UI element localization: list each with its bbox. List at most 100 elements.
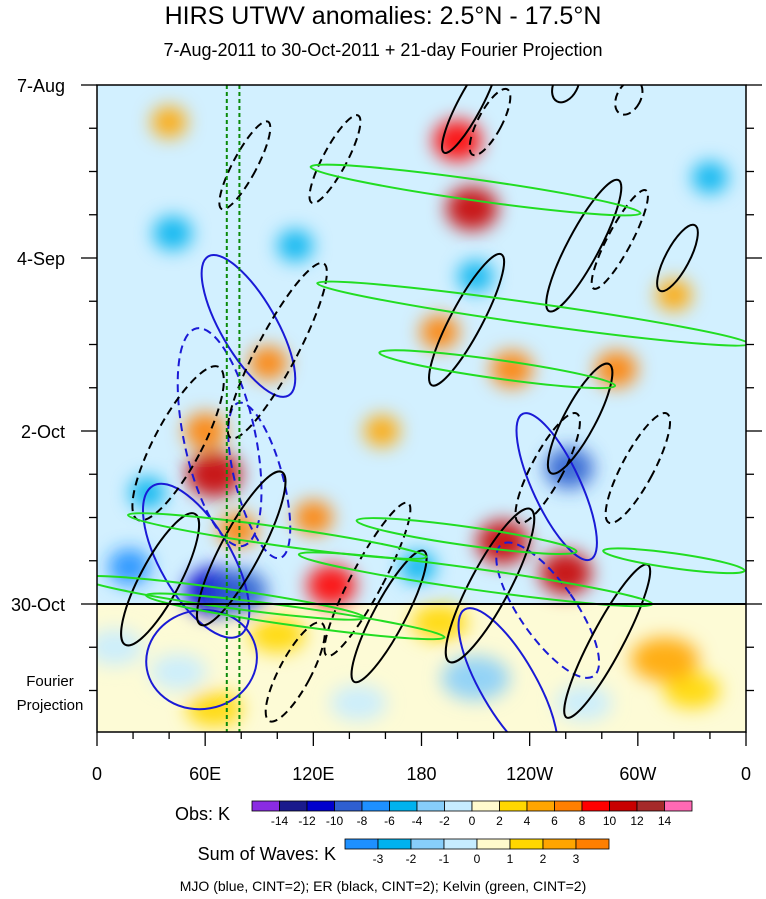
anomaly-blob [663, 672, 720, 709]
x-tick-label: 120E [292, 764, 334, 784]
obs-colorbar-tick-label: -10 [326, 814, 344, 828]
waves-colorbar-tick-label: 2 [540, 852, 547, 866]
er-contour [604, 412, 672, 525]
obs-colorbar-swatch [251, 800, 280, 812]
er-contour [545, 178, 623, 313]
x-tick-label: 0 [741, 764, 751, 784]
waves-colorbar-tick-label: -3 [373, 852, 384, 866]
footer-legend-note: MJO (blue, CINT=2); ER (black, CINT=2); … [179, 878, 587, 894]
obs-colorbar-swatch [609, 800, 638, 812]
obs-colorbar-swatch [416, 800, 445, 812]
anomaly-blob [186, 691, 243, 728]
anomaly-blob [129, 476, 166, 509]
kelvin-contour [378, 349, 617, 390]
er-contour [614, 85, 644, 116]
obs-colorbar-swatch [279, 800, 308, 812]
anomaly-blob [419, 314, 460, 350]
er-contour [226, 261, 328, 440]
waves-colorbar-swatch [575, 838, 610, 850]
waves-colorbar-swatch [476, 838, 511, 850]
anomaly-blob [150, 653, 207, 690]
mjo-contour [515, 412, 598, 562]
anomaly-blob [655, 279, 692, 312]
anomaly-blob [691, 161, 728, 194]
chart-title: HIRS UTWV anomalies: 2.5°N - 17.5°N [164, 2, 602, 30]
waves-colorbar-swatch [344, 838, 379, 850]
anomaly-blob [183, 412, 227, 450]
obs-colorbar-swatch [499, 800, 528, 812]
er-contour [546, 362, 614, 475]
obs-colorbar-swatch [581, 800, 610, 812]
waves-colorbar-tick-label: -2 [406, 852, 417, 866]
obs-colorbar-tick-label: 4 [524, 814, 531, 828]
obs-colorbar-tick-label: 14 [658, 814, 672, 828]
mjo-contour [176, 327, 263, 548]
waves-colorbar-tick-label: -1 [439, 852, 450, 866]
obs-colorbar-swatch [361, 800, 390, 812]
obs-colorbar-swatch [389, 800, 418, 812]
obs-colorbar-tick-label: 2 [496, 814, 503, 828]
anomaly-blob [476, 520, 529, 565]
x-tick-label: 0 [92, 764, 102, 784]
chart-subtitle: 7-Aug-2011 to 30-Oct-2011 + 21-day Fouri… [163, 40, 603, 60]
obs-colorbar-tick-label: 0 [469, 814, 476, 828]
er-contour [264, 621, 326, 723]
waves-colorbar-swatch [443, 838, 478, 850]
y-tick-label: 2-Oct [21, 422, 65, 442]
obs-field-background [97, 85, 746, 604]
obs-colorbar-swatch [554, 800, 583, 812]
obs-colorbar-tick-label: -14 [271, 814, 289, 828]
kelvin-contour [355, 517, 578, 556]
kelvin-contour [602, 547, 746, 575]
anomaly-blob [153, 216, 193, 251]
anomaly-blob [293, 500, 333, 535]
waves-colorbar-swatch [410, 838, 445, 850]
anomaly-blob [306, 564, 356, 607]
anomaly-blob [248, 345, 288, 381]
obs-colorbar-tick-label: 10 [603, 814, 617, 828]
obs-colorbar-tick-label: -4 [412, 814, 423, 828]
obs-colorbar-tick-label: 6 [551, 814, 558, 828]
x-tick-label: 60W [619, 764, 656, 784]
kelvin-contour [309, 163, 642, 217]
y-tick-label: 7-Aug [17, 76, 65, 96]
projection-label: Fourier [26, 673, 74, 690]
obs-colorbar-tick-label: -12 [298, 814, 316, 828]
anomaly-blob [186, 451, 242, 498]
obs-colorbar-swatch [636, 800, 665, 812]
obs-colorbar-tick-label: -6 [384, 814, 395, 828]
er-contour [120, 512, 201, 647]
er-contour [323, 501, 412, 658]
anomaly-blob [399, 550, 436, 583]
mjo-contour [495, 541, 601, 679]
mjo-contour [200, 254, 297, 398]
er-contour [514, 412, 581, 525]
x-tick-label: 60E [189, 764, 221, 784]
obs-colorbar-swatch [306, 800, 335, 812]
anomaly-blob [277, 229, 314, 262]
kelvin-contour [127, 512, 428, 560]
waves-colorbar-tick-label: 1 [507, 852, 514, 866]
anomaly-blob [151, 106, 188, 139]
obs-colorbar-swatch [444, 800, 473, 812]
obs-colorbar-tick-label: -2 [439, 814, 450, 828]
anomaly-blob [630, 637, 699, 682]
obs-colorbar-swatch [334, 800, 363, 812]
er-contour [195, 470, 287, 627]
waves-colorbar-tick-label: 0 [474, 852, 481, 866]
waves-colorbar-swatch [509, 838, 544, 850]
mjo-contour [457, 607, 559, 732]
y-tick-label: 30-Oct [11, 595, 65, 615]
anomaly-blob [330, 684, 387, 721]
kelvin-contour [316, 280, 746, 347]
er-contour [551, 85, 581, 104]
er-contour [350, 549, 428, 684]
waves-colorbar-label: Sum of Waves: K [198, 844, 336, 864]
waves-colorbar-swatch [377, 838, 412, 850]
obs-colorbar-tick-label: 8 [579, 814, 586, 828]
anomaly-blob [595, 350, 638, 388]
waves-colorbar-tick-label: 3 [573, 852, 580, 866]
kelvin-contour [145, 592, 446, 641]
anomaly-blob [445, 186, 498, 231]
